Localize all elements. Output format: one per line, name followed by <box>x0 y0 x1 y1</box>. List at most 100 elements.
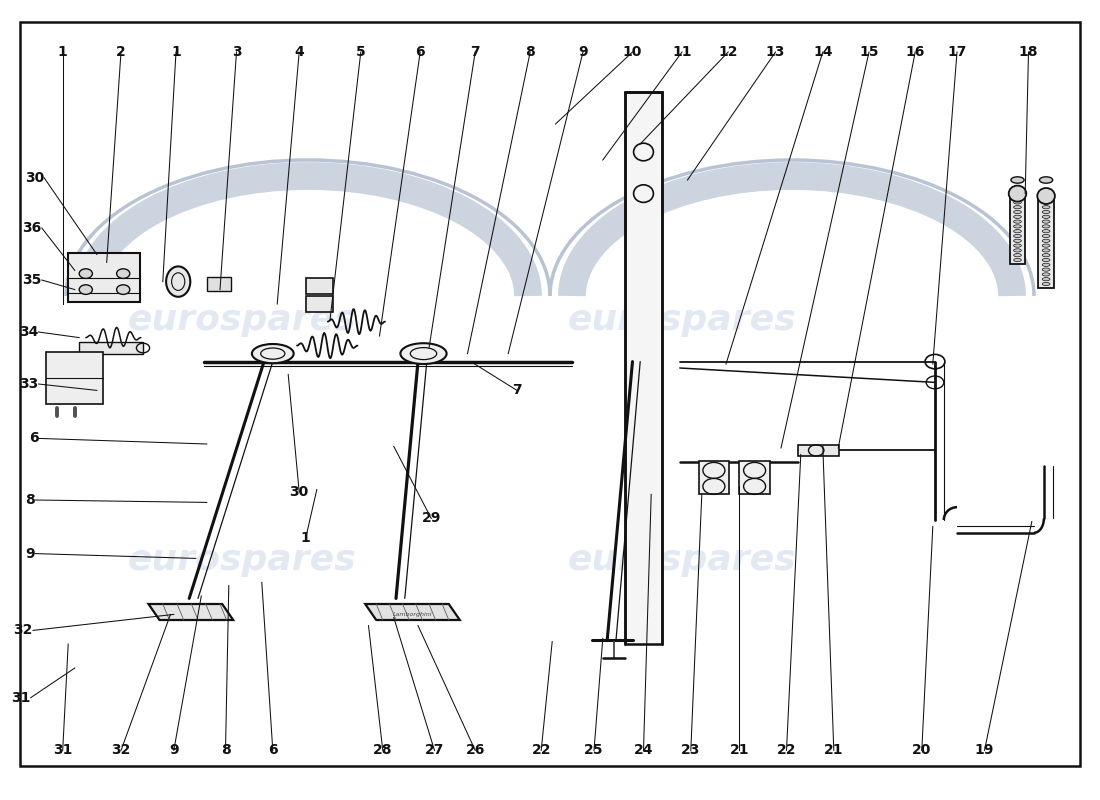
Text: 30: 30 <box>24 170 44 185</box>
Ellipse shape <box>79 269 92 278</box>
Text: eurospares: eurospares <box>568 543 796 577</box>
Text: 15: 15 <box>859 45 879 59</box>
Text: 1: 1 <box>172 45 180 59</box>
Bar <box>739 461 770 494</box>
Ellipse shape <box>1014 234 1021 238</box>
Text: 4: 4 <box>295 45 304 59</box>
Ellipse shape <box>400 343 447 364</box>
Text: 29: 29 <box>421 511 441 526</box>
Ellipse shape <box>1043 278 1049 281</box>
Ellipse shape <box>1043 263 1049 266</box>
Ellipse shape <box>1043 258 1049 262</box>
Text: 22: 22 <box>531 743 551 758</box>
Ellipse shape <box>1014 244 1021 247</box>
Text: 30: 30 <box>289 485 309 499</box>
Text: 1: 1 <box>58 45 67 59</box>
Ellipse shape <box>1014 230 1021 233</box>
Ellipse shape <box>1043 234 1049 238</box>
Ellipse shape <box>1014 225 1021 228</box>
Text: 6: 6 <box>416 45 425 59</box>
Text: 25: 25 <box>584 743 604 758</box>
Bar <box>306 278 333 294</box>
Text: 23: 23 <box>681 743 701 758</box>
Text: 8: 8 <box>25 493 35 507</box>
Text: 8: 8 <box>526 45 535 59</box>
Text: 13: 13 <box>766 45 785 59</box>
Text: eurospares: eurospares <box>128 543 356 577</box>
Bar <box>1038 198 1054 288</box>
Ellipse shape <box>1014 210 1021 214</box>
Text: 21: 21 <box>824 743 844 758</box>
Ellipse shape <box>1014 258 1021 262</box>
Text: 9: 9 <box>579 45 587 59</box>
Bar <box>306 296 333 312</box>
Ellipse shape <box>1043 215 1049 218</box>
Text: 34: 34 <box>19 325 38 339</box>
Text: 14: 14 <box>813 45 833 59</box>
Text: 17: 17 <box>947 45 967 59</box>
Text: 21: 21 <box>729 743 749 758</box>
Bar <box>207 277 231 291</box>
Ellipse shape <box>1014 249 1021 252</box>
Text: 28: 28 <box>373 743 393 758</box>
Text: 31: 31 <box>53 743 73 758</box>
Ellipse shape <box>1043 249 1049 252</box>
Text: 32: 32 <box>111 743 131 758</box>
Ellipse shape <box>1043 230 1049 233</box>
Text: 10: 10 <box>623 45 642 59</box>
Text: 24: 24 <box>634 743 653 758</box>
Ellipse shape <box>1043 239 1049 242</box>
Text: 16: 16 <box>905 45 925 59</box>
Text: 18: 18 <box>1019 45 1038 59</box>
Text: 2: 2 <box>117 45 125 59</box>
Text: 6: 6 <box>29 431 38 446</box>
Text: 7: 7 <box>513 383 521 398</box>
Text: 6: 6 <box>268 743 277 758</box>
Ellipse shape <box>1043 225 1049 228</box>
Bar <box>68 253 140 302</box>
Ellipse shape <box>1043 210 1049 214</box>
Ellipse shape <box>1043 268 1049 271</box>
Text: 11: 11 <box>672 45 692 59</box>
Text: eurospares: eurospares <box>568 303 796 337</box>
Ellipse shape <box>252 344 294 363</box>
Text: 9: 9 <box>25 546 35 561</box>
Text: Lamborghini: Lamborghini <box>393 612 432 617</box>
Text: 26: 26 <box>465 743 485 758</box>
Ellipse shape <box>1043 273 1049 276</box>
Text: 22: 22 <box>777 743 796 758</box>
Ellipse shape <box>79 285 92 294</box>
Text: 1: 1 <box>301 530 310 545</box>
Text: 35: 35 <box>22 273 42 287</box>
Text: 3: 3 <box>232 45 241 59</box>
Bar <box>798 445 839 456</box>
Text: 32: 32 <box>13 623 33 638</box>
Text: 12: 12 <box>718 45 738 59</box>
Ellipse shape <box>1043 220 1049 223</box>
Ellipse shape <box>1014 206 1021 209</box>
Ellipse shape <box>1014 201 1021 204</box>
Text: 33: 33 <box>20 377 38 391</box>
Text: 7: 7 <box>471 45 480 59</box>
Text: 20: 20 <box>912 743 932 758</box>
Ellipse shape <box>1043 282 1049 286</box>
Bar <box>698 461 729 494</box>
Text: eurospares: eurospares <box>128 303 356 337</box>
Polygon shape <box>625 92 662 644</box>
Text: 19: 19 <box>975 743 994 758</box>
Text: 31: 31 <box>11 690 31 705</box>
Ellipse shape <box>1011 177 1024 183</box>
Ellipse shape <box>1014 220 1021 223</box>
Ellipse shape <box>1043 201 1049 204</box>
Ellipse shape <box>1037 188 1055 204</box>
Ellipse shape <box>1040 177 1053 183</box>
Ellipse shape <box>1014 239 1021 242</box>
Text: 36: 36 <box>22 221 42 235</box>
Text: 27: 27 <box>425 743 444 758</box>
Ellipse shape <box>166 266 190 297</box>
Ellipse shape <box>1014 254 1021 257</box>
Bar <box>46 352 103 404</box>
Ellipse shape <box>1043 244 1049 247</box>
Polygon shape <box>148 604 233 620</box>
Bar <box>1010 196 1025 264</box>
